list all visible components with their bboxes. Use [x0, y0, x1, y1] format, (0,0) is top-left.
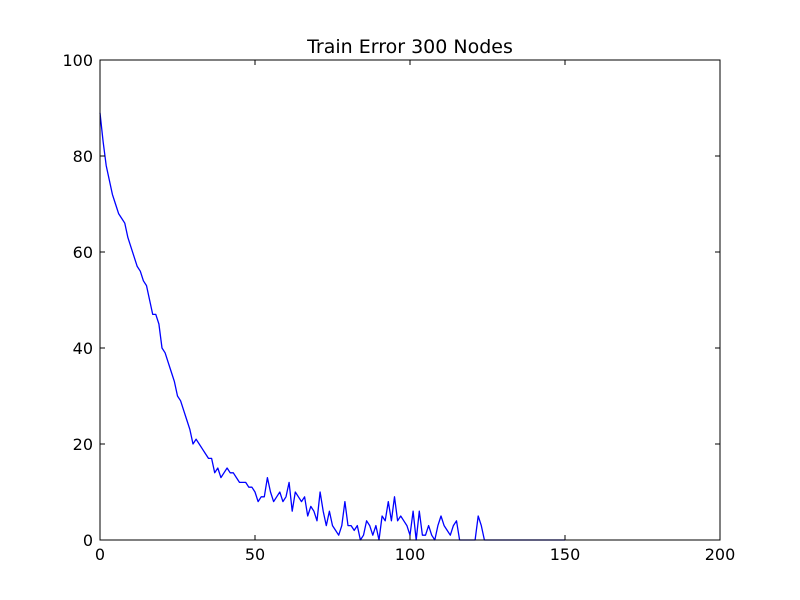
series-line-0 [99, 112, 565, 541]
y-tick-label: 60 [73, 243, 93, 262]
x-tick-label: 200 [705, 545, 736, 564]
plot-frame [99, 59, 721, 541]
x-tick-label: 0 [95, 545, 105, 564]
axis-ticks [99, 59, 721, 541]
y-tick-label: 80 [73, 147, 93, 166]
y-tick-label: 100 [62, 51, 93, 70]
y-tick-label: 40 [73, 339, 93, 358]
y-tick-label: 20 [73, 435, 93, 454]
tick-labels: 0 50 100 150 200 0 20 40 60 80 100 [62, 51, 735, 564]
x-tick-label: 100 [395, 545, 426, 564]
y-tick-label: 0 [83, 531, 93, 550]
plot-area [99, 112, 565, 541]
x-tick-label: 50 [245, 545, 265, 564]
x-tick-label: 150 [550, 545, 581, 564]
chart-title: Train Error 300 Nodes [306, 36, 513, 58]
